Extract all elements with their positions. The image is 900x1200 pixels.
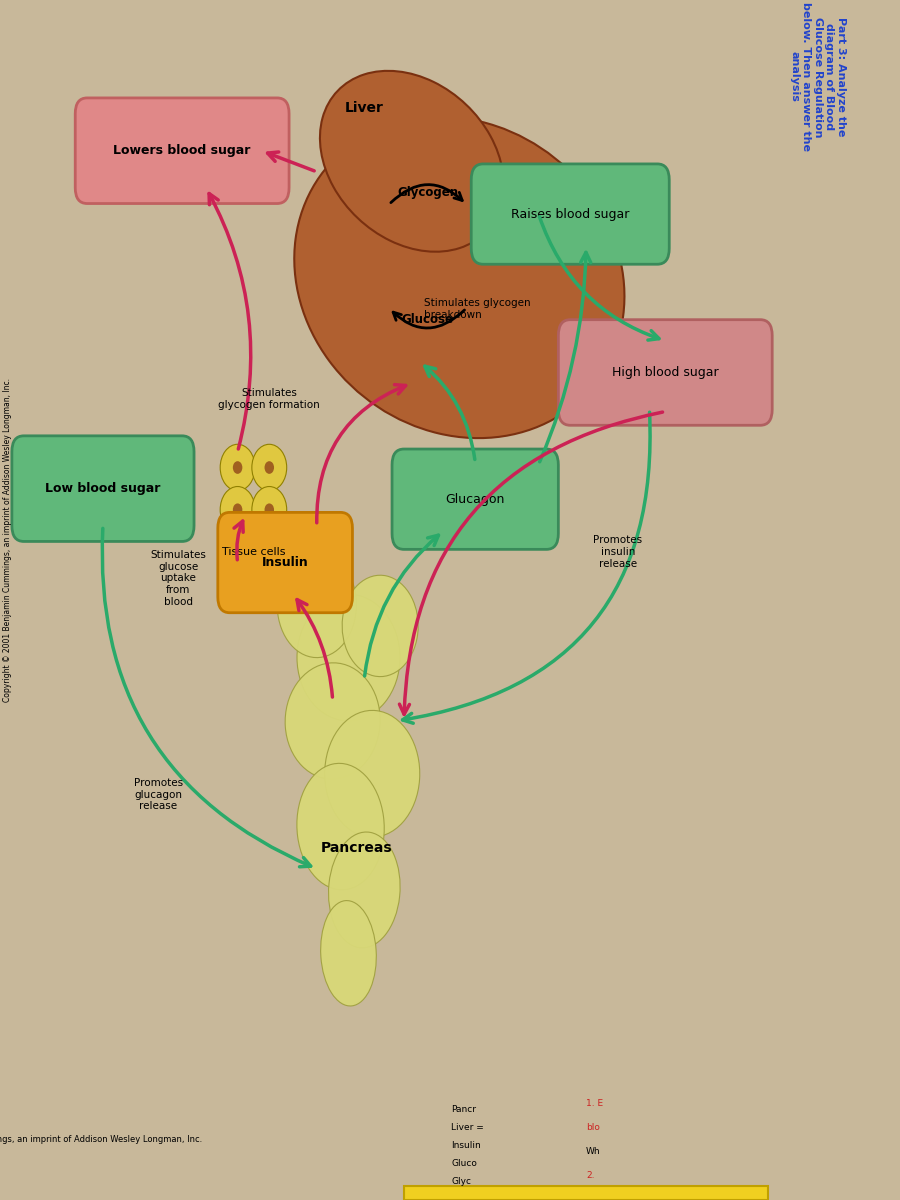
Text: Glucagon: Glucagon (446, 493, 505, 505)
Text: Liver: Liver (345, 102, 383, 115)
Text: Insulin: Insulin (262, 556, 309, 569)
Text: Pancr: Pancr (452, 1105, 476, 1115)
Ellipse shape (320, 900, 376, 1006)
Circle shape (252, 486, 287, 533)
Text: Stimulates
glucose
uptake
from
blood: Stimulates glucose uptake from blood (150, 550, 206, 607)
Circle shape (265, 461, 274, 474)
Text: Promotes
insulin
release: Promotes insulin release (593, 535, 643, 569)
FancyBboxPatch shape (218, 512, 353, 613)
FancyBboxPatch shape (76, 98, 289, 204)
Circle shape (252, 444, 287, 491)
FancyBboxPatch shape (392, 449, 558, 550)
Ellipse shape (328, 832, 400, 948)
Text: Low blood sugar: Low blood sugar (45, 482, 160, 496)
Text: Liver =: Liver = (452, 1123, 484, 1133)
Text: 2.: 2. (586, 1171, 595, 1181)
Text: Glycogen: Glycogen (397, 186, 458, 199)
Ellipse shape (320, 71, 504, 252)
Text: 1. E: 1. E (586, 1099, 603, 1109)
Circle shape (220, 486, 255, 533)
Ellipse shape (285, 662, 380, 779)
Circle shape (220, 444, 255, 491)
Ellipse shape (342, 575, 418, 677)
Text: Glyc: Glyc (452, 1177, 472, 1187)
Text: High blood sugar: High blood sugar (612, 366, 718, 379)
FancyBboxPatch shape (472, 164, 670, 264)
FancyBboxPatch shape (558, 319, 772, 425)
Text: Pancreas: Pancreas (320, 841, 392, 854)
Ellipse shape (297, 594, 400, 721)
Text: Glucose: Glucose (401, 313, 454, 326)
Text: Lowers blood sugar: Lowers blood sugar (113, 144, 251, 157)
Ellipse shape (294, 116, 625, 438)
Text: Gluco: Gluco (452, 1159, 477, 1169)
Text: Copyright © 2001 Benjamin Cummings, an imprint of Addison Wesley Longman, Inc.: Copyright © 2001 Benjamin Cummings, an i… (3, 378, 12, 702)
Text: Stimulates glycogen
breakdown: Stimulates glycogen breakdown (424, 299, 530, 320)
Circle shape (233, 504, 242, 516)
Ellipse shape (325, 710, 419, 838)
Ellipse shape (277, 552, 356, 658)
Ellipse shape (297, 763, 384, 889)
Text: Raises blood sugar: Raises blood sugar (511, 208, 629, 221)
Text: blo: blo (586, 1123, 600, 1133)
Text: Stimulates
glycogen formation: Stimulates glycogen formation (219, 388, 320, 409)
Text: Copyright © 2001 Benjamin Cummings, an imprint of Addison Wesley Longman, Inc.: Copyright © 2001 Benjamin Cummings, an i… (0, 1135, 202, 1145)
Text: Part 3: Analyze the diagram of Blood Glucose Regulation below. Then answer the a: Part 3: Analyze the diagram of Blood Glu… (789, 2, 846, 151)
Text: Insulin: Insulin (452, 1141, 482, 1151)
Circle shape (265, 504, 274, 516)
Text: Promotes
glucagon
release: Promotes glucagon release (134, 779, 183, 811)
Text: Tissue cells: Tissue cells (221, 547, 285, 557)
FancyBboxPatch shape (12, 436, 194, 541)
Text: Wh: Wh (586, 1147, 600, 1157)
FancyBboxPatch shape (404, 1186, 769, 1200)
Circle shape (233, 461, 242, 474)
